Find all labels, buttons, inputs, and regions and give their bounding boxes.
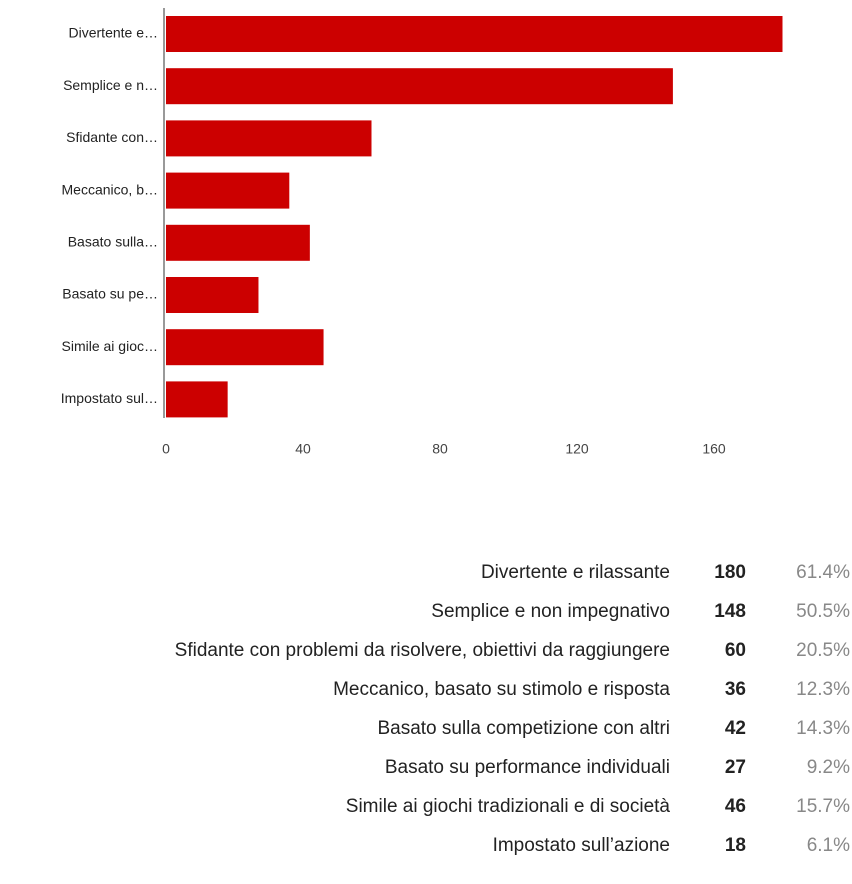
y-tick-label: Sfidante con… (66, 129, 158, 145)
row-count: 18 (725, 835, 746, 856)
row-percent: 12.3% (796, 679, 850, 700)
bar (166, 277, 259, 313)
row-count: 42 (725, 718, 746, 739)
x-tick-label: 160 (702, 441, 726, 457)
y-tick-label: Basato su pe… (62, 286, 158, 302)
y-tick-label: Semplice e n… (63, 77, 158, 93)
bar (166, 172, 290, 209)
y-tick-label: Simile ai gioc… (62, 338, 158, 354)
row-percent: 50.5% (796, 601, 850, 622)
bar (166, 224, 310, 261)
row-percent: 20.5% (796, 640, 850, 661)
y-tick-label: Impostato sul… (61, 390, 158, 406)
row-name: Basato sulla competizione con altri (377, 718, 670, 739)
y-tick-label: Meccanico, b… (62, 181, 158, 197)
row-percent: 61.4% (796, 562, 850, 583)
row-name: Divertente e rilassante (481, 562, 670, 583)
x-tick-label: 80 (432, 441, 448, 457)
x-tick-label: 120 (565, 441, 589, 457)
row-percent: 15.7% (796, 796, 850, 817)
row-count: 36 (725, 679, 746, 700)
row-count: 180 (714, 562, 746, 583)
row-name: Simile ai giochi tradizionali e di socie… (346, 796, 671, 817)
row-percent: 9.2% (807, 757, 850, 778)
row-count: 148 (714, 601, 746, 622)
bar (166, 68, 673, 105)
x-tick-label: 0 (162, 441, 170, 457)
row-percent: 6.1% (807, 835, 850, 856)
row-count: 46 (725, 796, 746, 817)
row-name: Meccanico, basato su stimolo e risposta (333, 679, 670, 700)
row-count: 60 (725, 640, 746, 661)
bar (166, 329, 324, 366)
row-name: Impostato sull’azione (493, 835, 670, 856)
y-tick-label: Divertente e… (69, 25, 158, 41)
row-count: 27 (725, 757, 746, 778)
row-name: Semplice e non impegnativo (431, 601, 670, 622)
bar (166, 16, 783, 52)
row-percent: 14.3% (796, 718, 850, 739)
x-tick-label: 40 (295, 441, 311, 457)
y-tick-label: Basato sulla… (68, 234, 158, 250)
row-name: Basato su performance individuali (385, 757, 670, 778)
row-name: Sfidante con problemi da risolvere, obie… (175, 640, 670, 661)
bar (166, 120, 372, 157)
bar (166, 381, 228, 418)
